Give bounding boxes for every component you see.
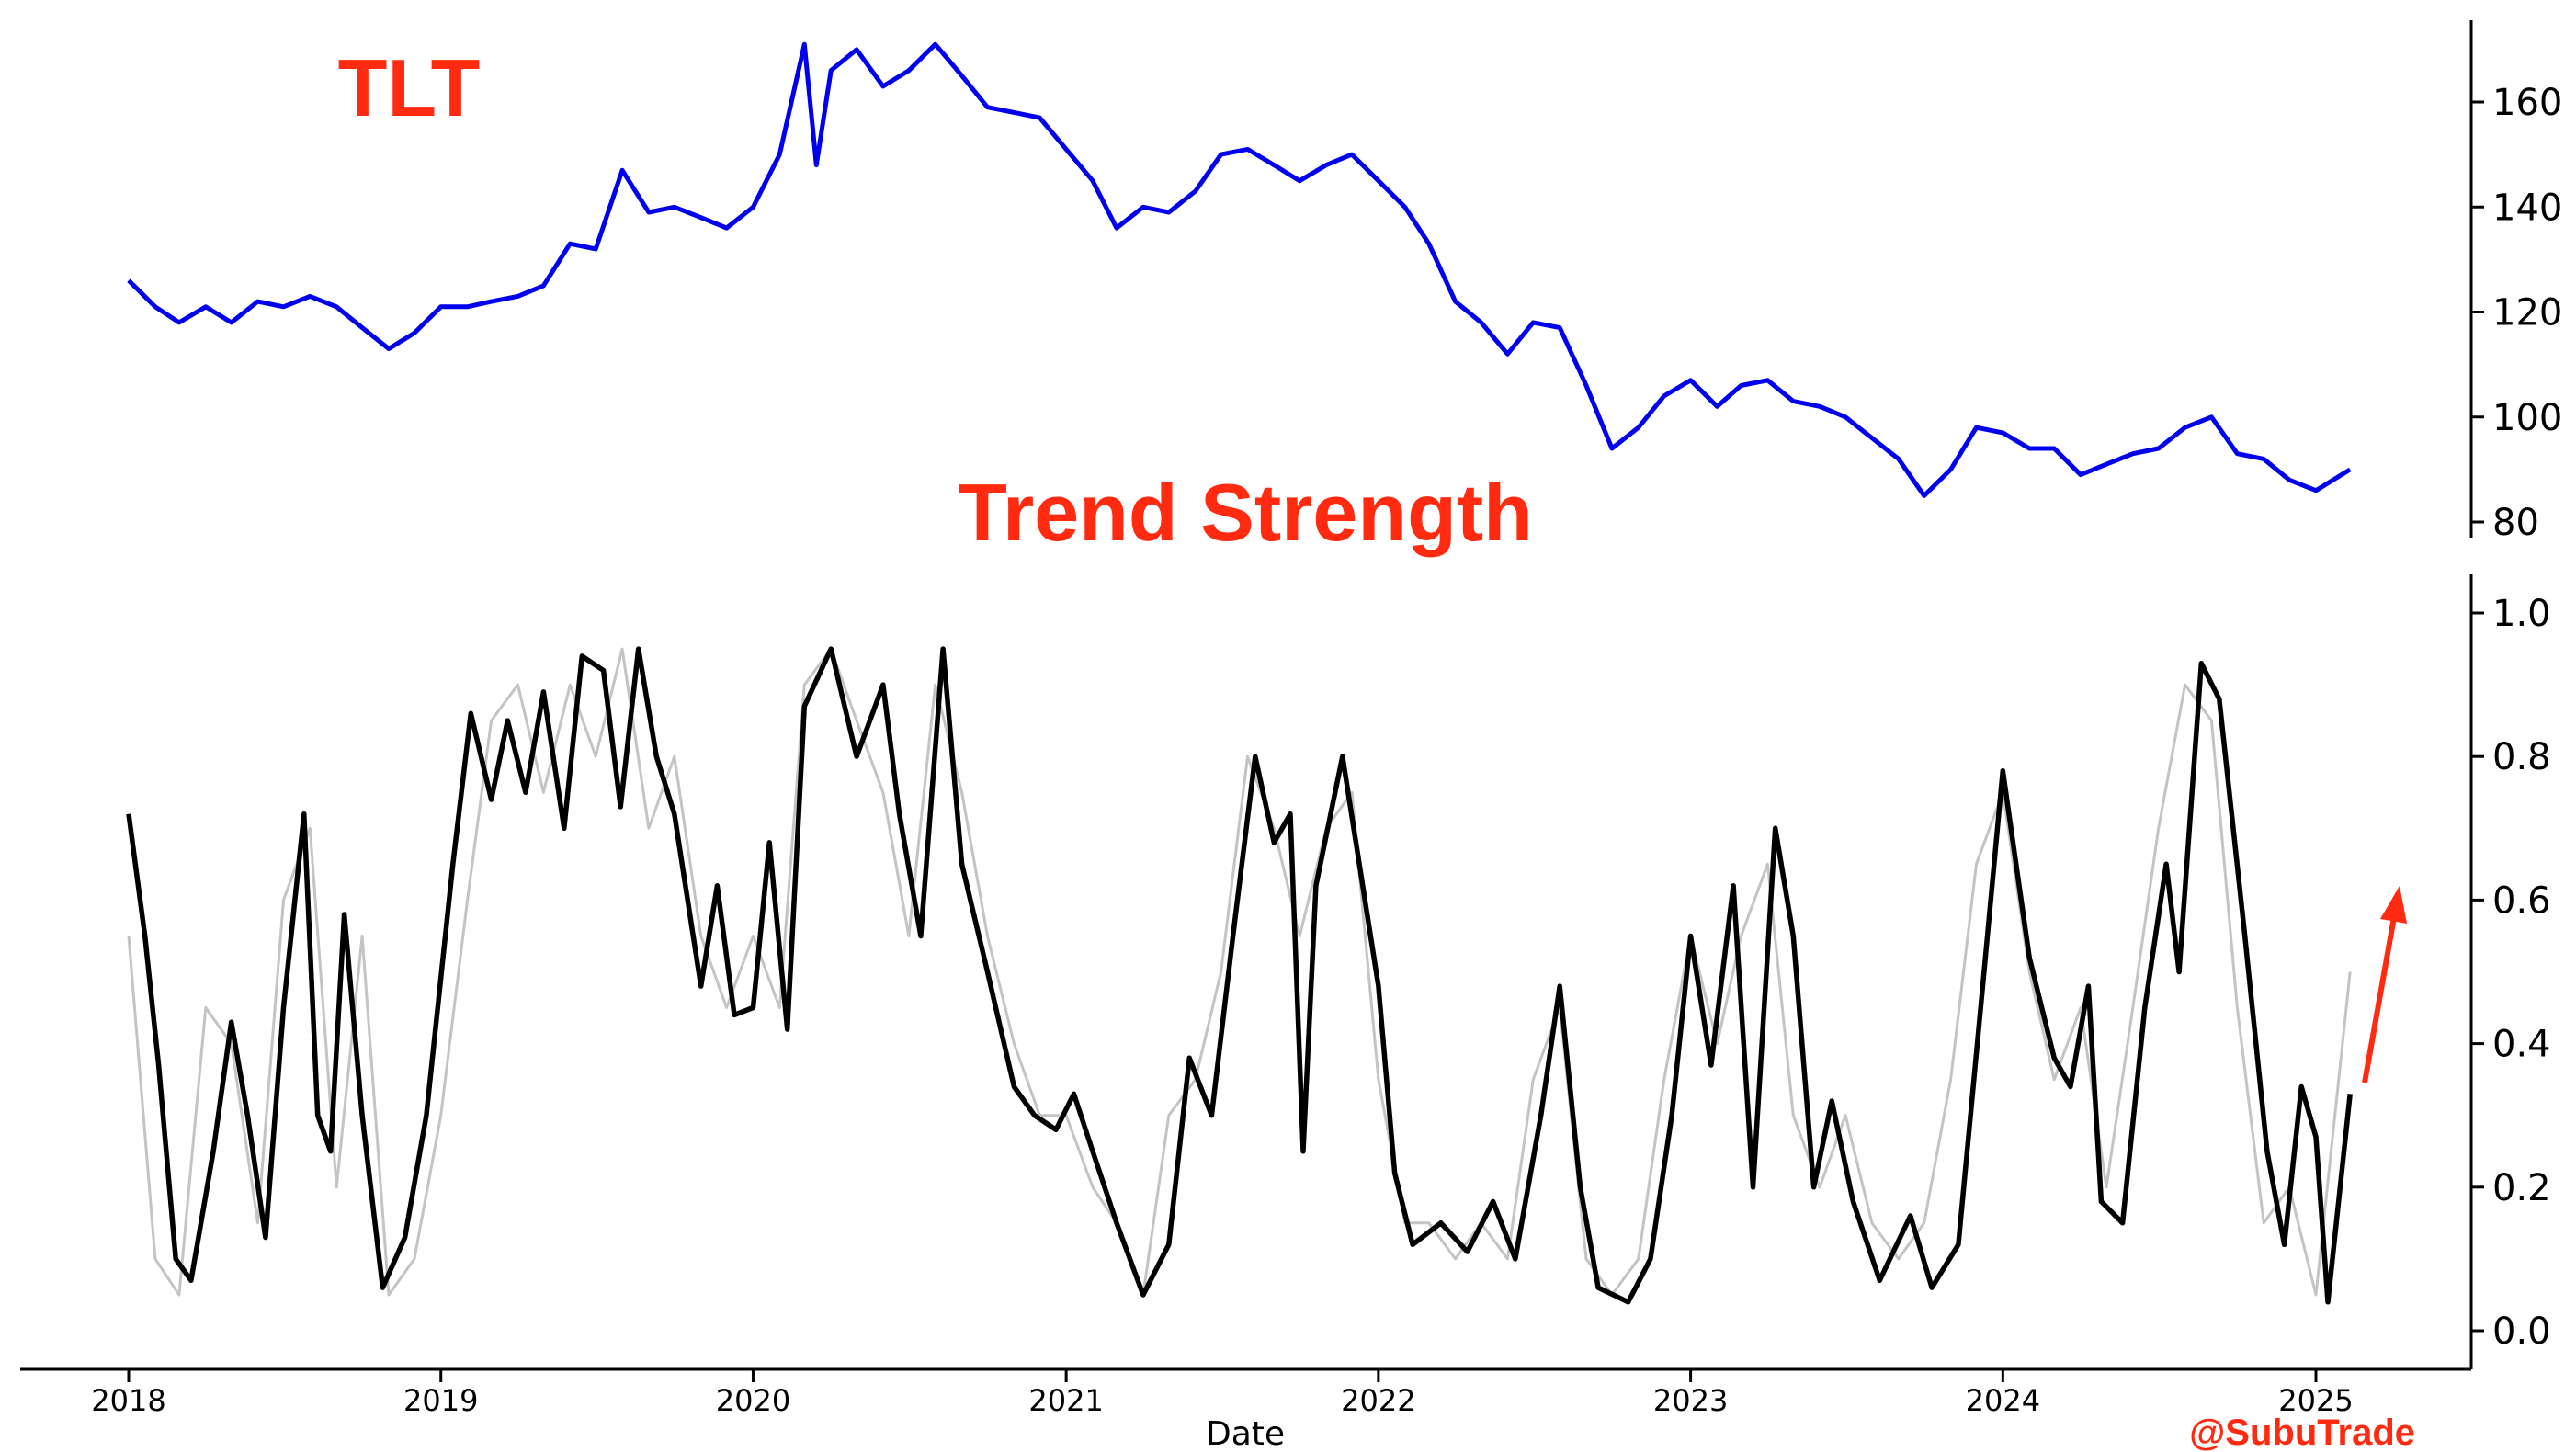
trend-raw-series-line <box>127 647 2352 1297</box>
watermark: @SubuTrade <box>2189 1412 2415 1452</box>
price-y-tick-label: 140 <box>2492 187 2562 229</box>
price-panel: 80 100 120 140 160 TLT <box>127 20 2562 544</box>
price-title: TLT <box>338 42 481 133</box>
x-tick-label: 2022 <box>1341 1383 1415 1418</box>
x-tick-label: 2023 <box>1653 1383 1728 1418</box>
x-tick-label: 2018 <box>91 1383 165 1418</box>
trend-panel: 0.00.20.40.60.81.0 2018 2019 2020 2021 2022 2… <box>20 467 2551 1418</box>
trend-y-tick-label: 1.0 <box>2492 593 2551 635</box>
trend-y-tick-label: 0.8 <box>2492 736 2551 778</box>
price-y-tick-label: 100 <box>2492 397 2562 439</box>
price-y-tick-label: 160 <box>2492 82 2562 124</box>
trend-smooth-series-line <box>126 646 2353 1305</box>
up-arrow-icon <box>2362 886 2407 1083</box>
x-tick-label: 2025 <box>2278 1383 2353 1418</box>
trend-y-tick-label: 0.0 <box>2492 1310 2551 1353</box>
price-y-tick-label: 120 <box>2492 292 2562 335</box>
trend-y-tick-label: 0.2 <box>2492 1167 2551 1209</box>
trend-y-ticks: 0.0 0.2 0.4 0.6 0.8 1.0 <box>2471 593 2551 1353</box>
x-tick-label: 2020 <box>716 1383 790 1418</box>
x-tick-label: 2021 <box>1028 1383 1103 1418</box>
x-tick-label: 2019 <box>403 1383 478 1418</box>
price-y-tick-label: 80 <box>2492 502 2539 544</box>
trend-title: Trend Strength <box>958 467 1533 558</box>
x-ticks: 2018 2019 2020 2021 2022 2023 2024 2025 <box>91 1369 2354 1418</box>
trend-y-tick-label: 0.4 <box>2492 1024 2551 1066</box>
price-y-ticks: 80 100 120 140 160 <box>2471 82 2562 544</box>
x-axis-label: Date <box>1206 1415 1285 1452</box>
x-tick-label: 2024 <box>1966 1383 2040 1418</box>
price-series-line <box>127 41 2352 498</box>
trend-y-tick-label: 0.6 <box>2492 879 2551 922</box>
